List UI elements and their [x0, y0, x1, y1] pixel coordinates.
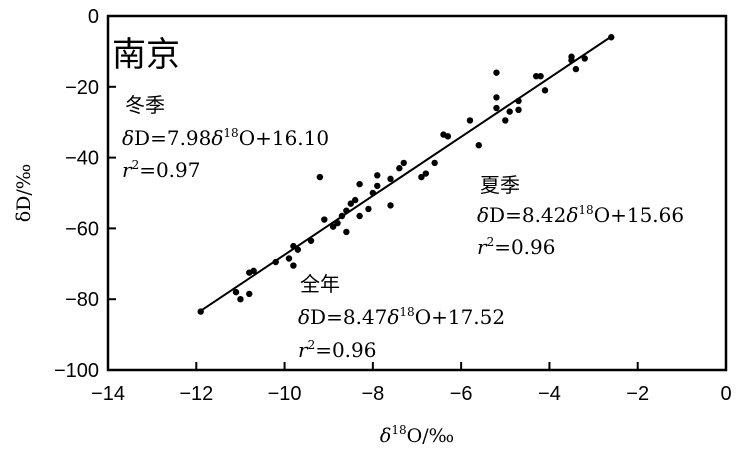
- y-tick-label: −40: [65, 148, 99, 170]
- data-point: [515, 97, 522, 105]
- annual-label: 全年: [300, 272, 340, 296]
- data-point: [352, 196, 359, 204]
- data-point: [237, 296, 244, 303]
- summer-label: 夏季: [480, 173, 520, 197]
- x-axis-title: δ18O/‰: [380, 423, 454, 447]
- data-point: [374, 182, 381, 190]
- data-point: [422, 170, 430, 177]
- data-point: [400, 159, 407, 167]
- data-point: [365, 205, 372, 213]
- y-tick-label: −20: [65, 77, 99, 99]
- x-tick-label: 0: [720, 383, 731, 405]
- data-point: [466, 117, 474, 124]
- data-point: [532, 72, 540, 80]
- data-point: [343, 207, 350, 214]
- data-point: [334, 219, 341, 227]
- data-point: [290, 262, 297, 269]
- data-point: [475, 142, 482, 149]
- data-point: [493, 94, 500, 101]
- data-point: [581, 55, 588, 62]
- data-point: [347, 200, 354, 207]
- data-point: [290, 242, 297, 250]
- data-point: [387, 202, 394, 209]
- x-tick-label: −12: [179, 383, 213, 405]
- data-point: [506, 108, 513, 115]
- data-point: [329, 223, 337, 230]
- data-point: [246, 290, 253, 298]
- y-tick-label: −80: [65, 289, 99, 311]
- y-tick-label: −60: [65, 218, 99, 240]
- regression-line: [197, 34, 614, 314]
- data-point: [307, 237, 315, 244]
- x-tick-label: −8: [361, 383, 384, 405]
- winter-r2: r2=0.97: [122, 158, 201, 182]
- winter-label: 冬季: [125, 93, 165, 117]
- data-point: [343, 228, 350, 236]
- data-point: [294, 246, 302, 253]
- data-point: [197, 308, 204, 315]
- data-point: [515, 106, 522, 114]
- data-point: [502, 117, 509, 124]
- data-point: [321, 216, 328, 223]
- data-point: [356, 180, 363, 188]
- data-point: [285, 255, 293, 262]
- data-point: [431, 159, 438, 167]
- y-tick-label: 0: [88, 6, 99, 28]
- summer-r2: r2=0.96: [477, 235, 556, 259]
- chart-title: 南京: [112, 35, 180, 75]
- data-point: [608, 34, 615, 41]
- data-point: [387, 175, 394, 183]
- annual-r2: r2=0.96: [298, 338, 377, 362]
- x-tick-label: −2: [626, 383, 649, 405]
- data-point: [232, 288, 240, 296]
- data-point: [493, 104, 500, 112]
- data-point: [572, 65, 580, 73]
- x-tick-label: −10: [268, 383, 302, 405]
- x-tick-label: −6: [450, 383, 473, 405]
- data-point: [418, 173, 425, 181]
- data-point: [272, 258, 279, 266]
- summer-equation: δD=8.42δ18O+15.66: [477, 203, 684, 227]
- plot-frame: [106, 14, 728, 372]
- data-point: [568, 53, 575, 60]
- x-tick-label: −14: [91, 383, 125, 405]
- data-point: [541, 87, 549, 94]
- data-point: [396, 165, 403, 172]
- data-point: [493, 69, 500, 76]
- y-tick-label: −100: [54, 360, 99, 382]
- data-point: [374, 172, 381, 179]
- data-points: [197, 34, 615, 315]
- data-point: [444, 133, 452, 140]
- data-point: [537, 72, 544, 80]
- x-tick-label: −4: [538, 383, 561, 405]
- data-point: [316, 173, 324, 181]
- y-axis-ticks: 0 −20 −40 −60 −80 −100: [54, 6, 116, 382]
- y-axis-title: δD/‰: [13, 164, 35, 223]
- annual-equation: δD=8.47δ18O+17.52: [298, 305, 505, 329]
- data-point: [338, 212, 346, 220]
- winter-equation: δD=7.98δ18O+16.10: [122, 126, 329, 150]
- x-axis-ticks: −14 −12 −10 −8 −6 −4 −2 0: [91, 362, 732, 405]
- data-point: [356, 212, 363, 220]
- data-point: [369, 189, 377, 197]
- data-point: [250, 267, 257, 275]
